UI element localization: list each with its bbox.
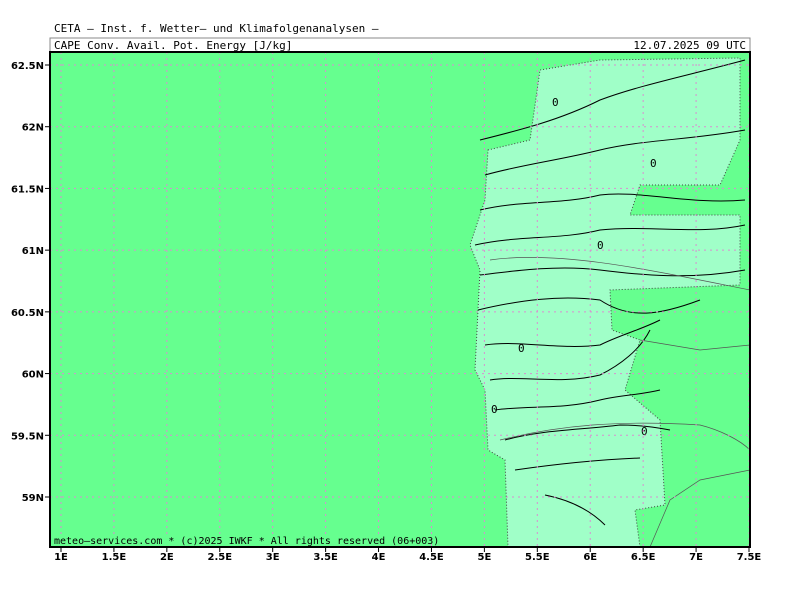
borders xyxy=(489,256,751,548)
x-tick-label: 1.5E xyxy=(102,552,127,563)
title: CETA – Inst. f. Wetter– und Klimafolgena… xyxy=(54,22,379,35)
frame xyxy=(49,51,751,548)
coastline xyxy=(474,59,746,526)
y-tick-label: 60.5N xyxy=(11,308,44,319)
x-tick-label: 5E xyxy=(477,552,491,563)
x-tick-label: 3E xyxy=(266,552,280,563)
y-tick-label: 59.5N xyxy=(11,431,44,442)
x-tick-label: 3.5E xyxy=(313,552,338,563)
x-tick-label: 1E xyxy=(54,552,68,563)
x-tick-label: 7.5E xyxy=(737,552,762,563)
x-tick-label: 6.5E xyxy=(631,552,656,563)
x-tick-label: 4.5E xyxy=(419,552,444,563)
y-tick-label: 60N xyxy=(22,370,44,381)
subtitle: CAPE_Conv._Avail._Pot._Energy_[J/kg] xyxy=(54,39,292,52)
footer-bg xyxy=(50,535,415,547)
y-tick-label: 62N xyxy=(22,123,44,134)
x-tick-label: 4E xyxy=(372,552,386,563)
contour-label: 0 xyxy=(518,342,525,355)
y-tick-label: 61N xyxy=(22,246,44,257)
contour-label: 0 xyxy=(641,425,648,438)
contour-label: 0 xyxy=(597,239,604,252)
x-tick-label: 2E xyxy=(160,552,174,563)
grid xyxy=(50,52,750,547)
x-tick-label: 2.5E xyxy=(207,552,232,563)
y-tick-label: 59N xyxy=(22,493,44,504)
contour-label: 0 xyxy=(552,96,559,109)
ticks: 1E 1.5E 2E 2.5E 3E 3.5E 4E 4.5E 5E 5.5E 6E 6.5E 7E 7.… xyxy=(11,61,761,563)
contour-label: 0 xyxy=(650,157,657,170)
y-tick-label: 62.5N xyxy=(11,61,44,72)
date: 12.07.2025 09 UTC xyxy=(633,39,746,52)
contour-label: 0 xyxy=(491,403,498,416)
y-tick-label: 61.5N xyxy=(11,184,44,195)
x-tick-label: 7E xyxy=(689,552,703,563)
x-tick-label: 5.5E xyxy=(525,552,550,563)
x-tick-label: 6E xyxy=(583,552,597,563)
footer: meteo–services.com * (c)2025 IWKF * All … xyxy=(54,536,439,547)
